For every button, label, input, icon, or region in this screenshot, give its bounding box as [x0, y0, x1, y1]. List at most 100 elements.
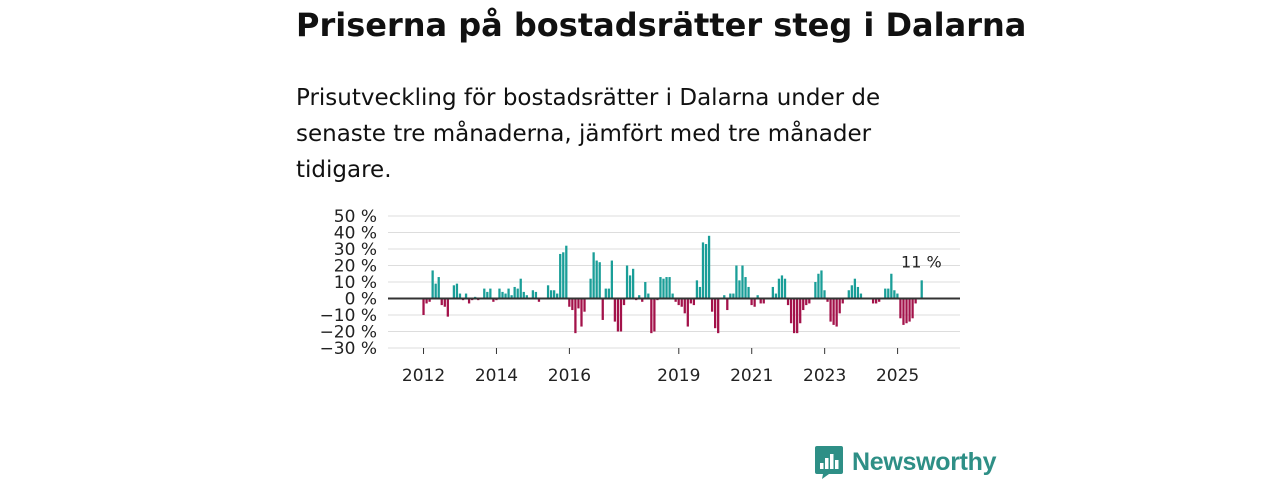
newsworthy-chart-icon — [815, 446, 843, 479]
x-axis-ticks: 2012 2014 2016 2019 2021 2023 2025 — [402, 348, 919, 386]
y-tick-label: 50 % — [334, 207, 377, 227]
bar — [486, 291, 489, 299]
bar — [425, 298, 428, 304]
bar — [641, 298, 644, 302]
bar — [428, 298, 431, 302]
bar — [577, 298, 580, 309]
bar — [446, 298, 449, 317]
bar — [607, 288, 610, 299]
bar — [489, 288, 492, 299]
bar — [726, 298, 729, 311]
grid-lines — [388, 215, 960, 349]
bar — [553, 290, 556, 299]
bar — [580, 298, 583, 327]
bar — [619, 298, 623, 332]
bar — [695, 280, 699, 299]
y-tick-label: 20 % — [334, 257, 377, 277]
bar — [878, 298, 881, 302]
bar — [805, 298, 808, 306]
bar — [899, 298, 902, 319]
bar — [896, 293, 899, 299]
bar — [871, 298, 875, 304]
x-tick-label: 2014 — [475, 366, 518, 386]
bar — [525, 295, 528, 299]
x-tick-label: 2025 — [876, 366, 919, 386]
bar — [689, 298, 692, 304]
bar — [832, 298, 835, 325]
bar — [671, 293, 674, 299]
bar — [601, 298, 604, 320]
bar — [531, 290, 535, 299]
bar — [592, 252, 595, 299]
bar — [875, 298, 878, 304]
bar — [723, 295, 726, 299]
bar — [789, 298, 793, 324]
bar — [422, 298, 425, 315]
y-axis-ticks: 50 %40 %30 %20 %10 %0 %−10 %−20 %−30 % — [320, 207, 377, 359]
bar — [644, 282, 647, 299]
bar — [911, 298, 914, 319]
bar — [762, 298, 765, 304]
bar — [616, 298, 620, 332]
bar — [783, 278, 787, 299]
bar — [467, 298, 471, 304]
bar — [692, 298, 696, 306]
bar — [464, 293, 468, 299]
bar — [829, 298, 832, 322]
bar — [653, 298, 656, 332]
bar — [729, 293, 732, 299]
bar — [841, 298, 844, 304]
bar — [647, 293, 650, 299]
bar — [674, 298, 677, 302]
bar — [859, 293, 863, 299]
bar — [905, 298, 908, 324]
bar — [756, 295, 759, 299]
bar — [598, 262, 601, 299]
bar — [890, 273, 893, 299]
bar — [458, 293, 462, 299]
bar — [902, 298, 905, 325]
bar — [443, 298, 446, 307]
y-tick-label: 40 % — [334, 224, 377, 244]
x-tick-label: 2021 — [730, 366, 773, 386]
bar — [820, 270, 823, 299]
bar — [747, 286, 750, 299]
bar — [574, 298, 577, 334]
bar — [610, 260, 613, 299]
bar — [738, 280, 741, 299]
bar-series — [422, 235, 923, 334]
bar — [774, 293, 778, 299]
bar — [835, 298, 838, 327]
bar — [710, 298, 714, 312]
bar — [622, 298, 626, 306]
bar — [808, 298, 811, 304]
bar — [838, 298, 841, 314]
bar — [483, 288, 486, 299]
bar — [431, 270, 434, 299]
bar — [583, 298, 586, 312]
bar — [571, 298, 574, 311]
newsworthy-logo: Newsworthy — [814, 444, 997, 480]
bar — [510, 295, 513, 299]
bar — [559, 253, 562, 299]
bar — [686, 298, 689, 327]
bar — [714, 298, 717, 329]
bar — [537, 298, 541, 302]
page-title: Priserna på bostadsrätter steg i Dalarna — [296, 6, 1027, 44]
bar — [707, 235, 711, 299]
bar — [908, 298, 911, 322]
bar — [455, 283, 459, 299]
bar — [516, 288, 519, 299]
bar — [683, 298, 686, 314]
bar — [625, 265, 629, 299]
bar — [796, 298, 799, 334]
bar — [492, 298, 495, 302]
bar — [732, 293, 735, 299]
bar — [501, 291, 504, 299]
bar — [549, 290, 553, 299]
bar — [893, 290, 896, 299]
bar — [920, 280, 923, 299]
y-tick-label: −30 % — [320, 339, 377, 359]
bar — [604, 288, 607, 299]
bar — [717, 298, 720, 334]
